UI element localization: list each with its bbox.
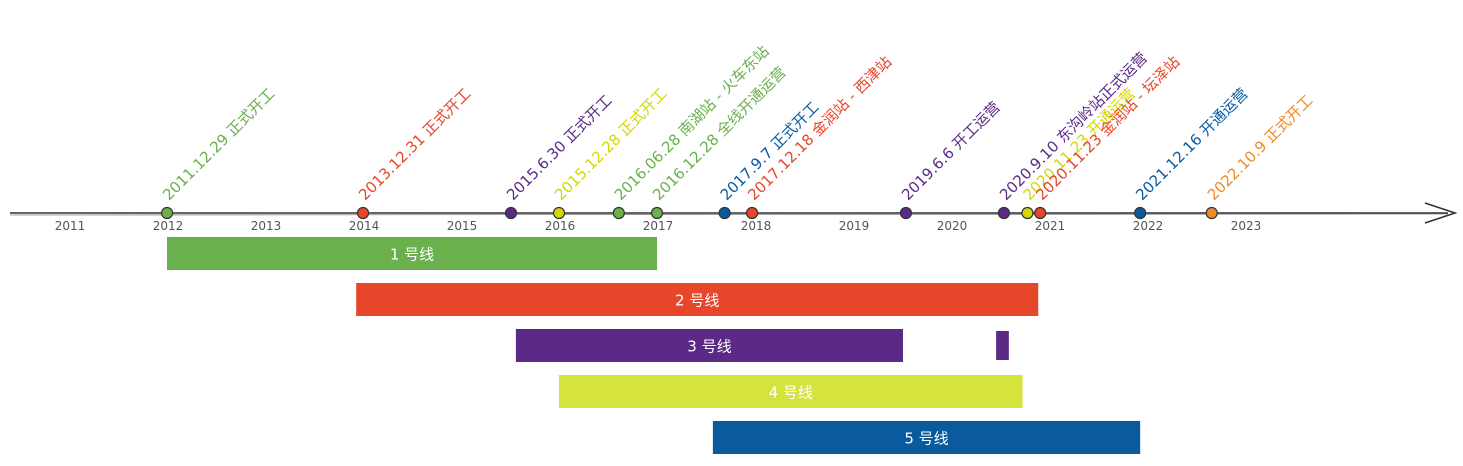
line-bar-label: 2 号线 xyxy=(675,292,719,310)
year-label: 2014 xyxy=(349,219,380,233)
event-marker xyxy=(899,206,913,220)
event-label: 2019.6.6 开工运营 xyxy=(898,98,1004,204)
event-marker xyxy=(612,206,625,220)
event-marker xyxy=(1205,206,1218,220)
event-marker xyxy=(650,206,664,220)
year-labels: 2011 2012 2013 2014 2015 2016 2017 2018 2019 2020… xyxy=(55,219,1262,233)
event-label: 2020.9.10 东沟岭站正式运营 xyxy=(996,49,1151,204)
line-bar-label: 5 号线 xyxy=(904,430,948,448)
event-marker xyxy=(745,206,759,220)
event-marker xyxy=(1134,206,1147,220)
year-label: 2012 xyxy=(153,219,184,233)
event-label: 2013.12.31 正式开工 xyxy=(355,85,474,204)
line-bar xyxy=(167,237,658,270)
timeline-arrow-icon xyxy=(1424,202,1458,224)
line-bar-label: 3 号线 xyxy=(687,338,731,356)
year-label: 2020 xyxy=(937,219,968,233)
line-bar-label: 1 号线 xyxy=(390,246,434,264)
line-bar-label: 4 号线 xyxy=(769,384,813,402)
event-marker xyxy=(1034,206,1047,220)
line-bar xyxy=(712,421,1141,454)
metro-line-bars: 1 号线2 号线3 号线4 号线5 号线6 号线…… xyxy=(167,237,1141,454)
year-label: 2011 xyxy=(55,219,86,233)
event-marker xyxy=(160,206,174,220)
year-label: 2023 xyxy=(1231,219,1262,233)
event-marker xyxy=(718,206,731,220)
line-bar xyxy=(559,375,1023,408)
year-label: 2016 xyxy=(545,219,576,233)
event-marker xyxy=(1021,206,1034,220)
year-label: 2019 xyxy=(839,219,870,233)
year-label: 2018 xyxy=(741,219,772,233)
year-label: 2021 xyxy=(1035,219,1066,233)
event-marker xyxy=(552,206,566,220)
year-label: 2015 xyxy=(447,219,478,233)
line-bar-segment xyxy=(996,331,1009,360)
line-bar xyxy=(515,329,903,362)
event-marker xyxy=(356,206,370,220)
line-bar xyxy=(356,283,1039,316)
event-markers: 2011.12.29 正式开工 2013.12.31 正式开工 2015.6.30 … xyxy=(159,42,1316,220)
event-marker xyxy=(997,206,1011,220)
year-label: 2017 xyxy=(643,219,674,233)
year-label: 2013 xyxy=(251,219,282,233)
year-label: 2022 xyxy=(1133,219,1164,233)
event-label: 2011.12.29 正式开工 xyxy=(159,85,278,204)
event-marker xyxy=(504,206,518,220)
